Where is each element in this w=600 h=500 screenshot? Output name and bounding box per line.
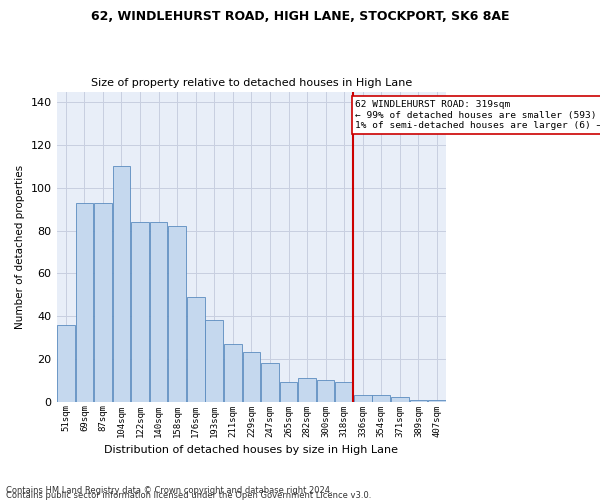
Bar bbox=[57, 324, 74, 402]
Bar bbox=[187, 297, 205, 402]
Bar bbox=[373, 395, 390, 402]
Bar bbox=[354, 395, 371, 402]
Bar bbox=[113, 166, 130, 402]
Text: Contains public sector information licensed under the Open Government Licence v3: Contains public sector information licen… bbox=[6, 491, 371, 500]
Bar bbox=[335, 382, 353, 402]
Bar bbox=[261, 363, 279, 402]
Text: Contains HM Land Registry data © Crown copyright and database right 2024.: Contains HM Land Registry data © Crown c… bbox=[6, 486, 332, 495]
Bar bbox=[150, 222, 167, 402]
Bar bbox=[298, 378, 316, 402]
Text: 62 WINDLEHURST ROAD: 319sqm
← 99% of detached houses are smaller (593)
1% of sem: 62 WINDLEHURST ROAD: 319sqm ← 99% of det… bbox=[355, 100, 600, 130]
Bar bbox=[317, 380, 334, 402]
Y-axis label: Number of detached properties: Number of detached properties bbox=[15, 164, 25, 328]
Bar bbox=[94, 203, 112, 402]
Bar bbox=[205, 320, 223, 402]
Bar bbox=[224, 344, 242, 402]
X-axis label: Distribution of detached houses by size in High Lane: Distribution of detached houses by size … bbox=[104, 445, 398, 455]
Bar bbox=[242, 352, 260, 402]
Bar bbox=[280, 382, 298, 402]
Text: 62, WINDLEHURST ROAD, HIGH LANE, STOCKPORT, SK6 8AE: 62, WINDLEHURST ROAD, HIGH LANE, STOCKPO… bbox=[91, 10, 509, 23]
Bar bbox=[131, 222, 149, 402]
Bar bbox=[428, 400, 446, 402]
Bar bbox=[410, 400, 427, 402]
Bar bbox=[391, 398, 409, 402]
Bar bbox=[169, 226, 186, 402]
Bar bbox=[76, 203, 93, 402]
Title: Size of property relative to detached houses in High Lane: Size of property relative to detached ho… bbox=[91, 78, 412, 88]
